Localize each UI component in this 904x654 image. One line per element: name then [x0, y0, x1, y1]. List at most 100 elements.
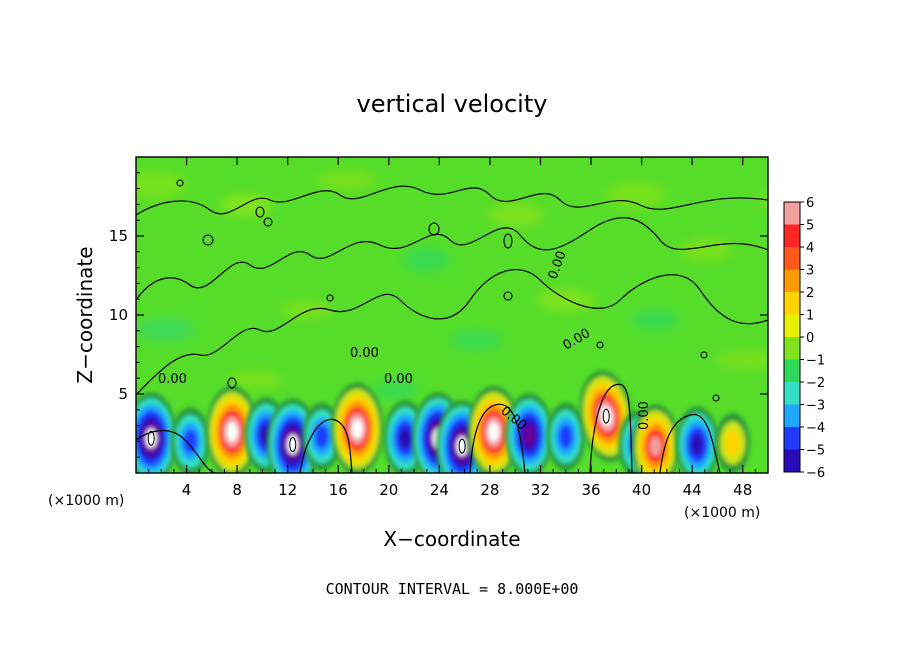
- x-tick-label: 8: [232, 481, 242, 499]
- cell-layer: [399, 427, 412, 450]
- cell-layer: [226, 422, 238, 442]
- y-tick-label: 15: [109, 227, 128, 245]
- core-contour-2: [602, 408, 610, 424]
- zero-contour-line-5: [469, 403, 526, 473]
- x-tick-label: 4: [182, 481, 192, 499]
- cell-layer: [351, 419, 363, 439]
- colorbar-label: 1: [806, 309, 814, 324]
- colorbar-swatch: [784, 404, 800, 427]
- velocity-cells: [136, 370, 751, 473]
- texture-patch-13: [632, 310, 680, 330]
- x-tick-label: 16: [329, 481, 348, 499]
- contour-ring-11: [712, 394, 720, 402]
- zero-contour-line-7: [659, 413, 721, 473]
- y-tick-label: 10: [109, 306, 128, 324]
- colorbar-label: −1: [806, 354, 825, 369]
- y-tick-label: 5: [118, 385, 128, 403]
- contour-ring-0: [176, 179, 184, 187]
- contour-ring-10: [700, 351, 708, 359]
- contour-ring-1: [255, 206, 265, 218]
- x-unit-label-left: (×1000 m): [48, 493, 124, 509]
- contour-ring-8: [503, 291, 513, 301]
- colorbar-swatch: [784, 224, 800, 247]
- colorbar-swatch: [784, 314, 800, 337]
- texture-patch-2: [316, 170, 376, 190]
- updraft-cell-2: [205, 385, 259, 473]
- texture-patch-3: [402, 248, 450, 272]
- cell-layer: [183, 429, 198, 454]
- colorbar-swatch: [784, 292, 800, 315]
- contour-ring-3: [202, 234, 214, 246]
- x-tick-label: 20: [379, 481, 398, 499]
- core-contour-0: [147, 430, 155, 446]
- downdraft-cell-0: [136, 392, 178, 473]
- downdraft-cell-1: [170, 407, 210, 473]
- contour-label: 0.00: [350, 346, 379, 361]
- cell-layer: [287, 434, 299, 455]
- downdraft-cell-12: [546, 402, 586, 471]
- updraft-cell-15: [631, 404, 680, 473]
- colorbar-swatch: [784, 269, 800, 292]
- texture-patch-5: [606, 181, 666, 209]
- x-tick-label: 40: [632, 481, 651, 499]
- downdraft-cell-11: [505, 393, 554, 473]
- downdraft-cell-5: [302, 402, 342, 471]
- colorbar-label: −5: [806, 444, 825, 459]
- updraft-cell-10: [467, 385, 520, 473]
- zero-contour-line-0: [136, 269, 768, 396]
- colorbar-label: −3: [806, 399, 825, 414]
- contour-ring-4: [428, 222, 440, 236]
- colorbar-label: 5: [806, 219, 814, 234]
- contour-label: 0.00: [158, 372, 187, 387]
- contour-ring-7: [326, 294, 334, 302]
- y-axis-label: Z−coordinate: [73, 246, 97, 383]
- plot-area: 0.000.000.000.000.000.000.00 4 8 12 16 20 24 2…: [109, 156, 769, 499]
- texture-patch-0: [136, 171, 186, 199]
- colorbar-swatch: [784, 427, 800, 450]
- colorbar-swatch: [784, 337, 800, 360]
- x-unit-label-right: (×1000 m): [684, 505, 760, 521]
- texture-patch-15: [230, 370, 282, 390]
- colorbar-swatch: [784, 359, 800, 382]
- cell-layer: [690, 433, 704, 456]
- texture-patch-16: [374, 380, 418, 400]
- updraft-cell-17: [715, 412, 751, 473]
- core-contour-1: [289, 437, 297, 453]
- cell-layer: [488, 422, 500, 442]
- core-contour-3: [458, 438, 466, 454]
- x-axis-label: X−coordinate: [383, 527, 520, 551]
- zero-contour-line-6: [589, 383, 633, 473]
- colorbar-swatch: [784, 382, 800, 405]
- colorbar-label: 3: [806, 264, 814, 279]
- colorbar-swatch: [784, 202, 800, 225]
- contour-ring-5: [503, 233, 513, 249]
- chart-title: vertical velocity: [357, 90, 548, 118]
- texture-patch-4: [488, 203, 544, 227]
- contour-ring-2: [263, 217, 273, 227]
- cell-layer: [649, 435, 662, 457]
- x-tick-label: 32: [531, 481, 550, 499]
- colorbar-label: 2: [806, 286, 814, 301]
- colorbar-label: 6: [806, 196, 814, 211]
- x-tick-label: 36: [581, 481, 600, 499]
- texture-patch-11: [450, 330, 502, 350]
- zero-contour-line-1: [136, 217, 768, 301]
- colorbar-label: 0: [806, 331, 814, 346]
- contour-interval-footer: CONTOUR INTERVAL = 8.000E+00: [326, 580, 579, 598]
- texture-patch-12: [536, 288, 596, 312]
- texture-patch-10: [280, 300, 332, 320]
- colorbar: 6 5 4 3 2 1 0 −1 −2 −3 −4 −5 −6: [783, 196, 825, 481]
- cell-layer: [523, 424, 535, 446]
- cell-layer: [724, 429, 741, 457]
- cell-layer: [456, 436, 468, 456]
- x-tick-label: 28: [480, 481, 499, 499]
- zero-contour-line-4: [299, 418, 353, 473]
- contour-label: 0.00: [637, 401, 652, 430]
- updraft-cell-6: [331, 382, 384, 473]
- cell-layer: [314, 424, 329, 449]
- cell-layer: [558, 424, 573, 449]
- colorbar-swatch: [784, 247, 800, 270]
- colorbar-label: −2: [806, 376, 825, 391]
